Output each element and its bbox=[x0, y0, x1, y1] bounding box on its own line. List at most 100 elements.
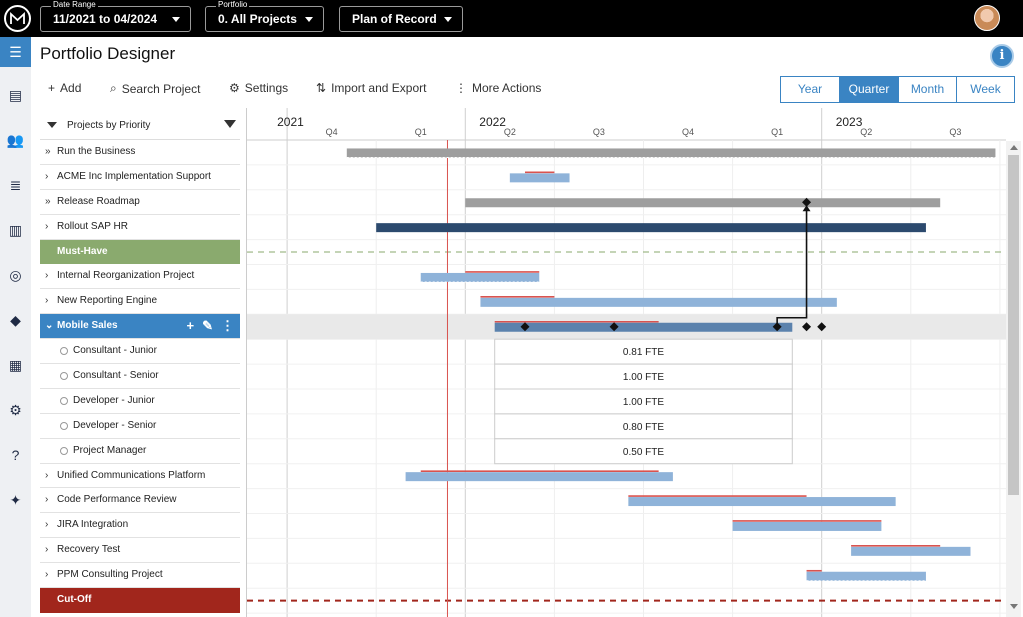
caret-down-icon[interactable] bbox=[47, 122, 57, 128]
milestone-diamond[interactable] bbox=[609, 322, 619, 332]
portfolio-dropdown[interactable]: Portfolio 0. All Projects bbox=[205, 0, 324, 32]
gantt-bar[interactable] bbox=[480, 297, 837, 307]
search-project-button[interactable]: ⌕ Search Project bbox=[110, 81, 200, 96]
chevron-right-icon[interactable]: › bbox=[45, 295, 49, 307]
priority-band[interactable]: Must-Have bbox=[40, 239, 240, 265]
settings-button[interactable]: ⚙ Settings bbox=[229, 81, 288, 95]
double-chevron-right-icon[interactable]: » bbox=[45, 195, 51, 207]
fte-cell[interactable] bbox=[494, 388, 793, 415]
gantt-bar[interactable] bbox=[509, 173, 570, 183]
list-header[interactable]: Projects by Priority bbox=[40, 112, 240, 140]
chevron-right-icon[interactable]: › bbox=[45, 494, 49, 506]
chevron-down-icon[interactable]: ⌄ bbox=[45, 320, 54, 332]
scroll-down-icon[interactable] bbox=[1010, 604, 1018, 609]
row-label: Internal Reorganization Project bbox=[57, 270, 195, 282]
fte-value: 1.00 FTE bbox=[623, 372, 664, 383]
add-button[interactable]: + Add bbox=[48, 81, 81, 95]
more-actions-button[interactable]: ⋮ More Actions bbox=[455, 81, 541, 95]
direction-icon[interactable]: ◆ bbox=[10, 311, 21, 328]
logo[interactable] bbox=[4, 5, 31, 32]
chevron-right-icon[interactable]: › bbox=[45, 170, 49, 182]
gantt-bar[interactable] bbox=[420, 272, 540, 282]
document-icon[interactable]: ▦ bbox=[8, 356, 23, 373]
milestone-diamond[interactable] bbox=[802, 322, 812, 332]
resource-row[interactable]: Developer - Senior bbox=[40, 414, 240, 439]
plus-icon[interactable]: + bbox=[186, 318, 195, 334]
chevron-right-icon[interactable]: › bbox=[45, 519, 49, 531]
people-icon[interactable]: 👥 bbox=[6, 131, 25, 148]
gantt-bar[interactable] bbox=[494, 322, 793, 332]
milestone-diamond[interactable] bbox=[520, 322, 530, 332]
list-icon[interactable]: ≣ bbox=[9, 176, 22, 193]
milestone-diamond[interactable] bbox=[802, 197, 812, 207]
chevron-right-icon[interactable]: › bbox=[45, 469, 49, 481]
gantt-bar[interactable] bbox=[806, 571, 926, 581]
date-range-dropdown[interactable]: Date Range 11/2021 to 04/2024 bbox=[40, 0, 191, 32]
gear-icon[interactable]: ⚙ bbox=[9, 401, 22, 418]
compass-icon[interactable]: ✦ bbox=[9, 491, 22, 508]
list-item[interactable]: ⌄ Mobile Sales + ✎ ⋮ bbox=[40, 314, 240, 340]
pencil-icon[interactable]: ✎ bbox=[202, 318, 213, 334]
scroll-thumb[interactable] bbox=[1008, 155, 1019, 495]
list-item[interactable]: › PPM Consulting Project bbox=[40, 563, 240, 589]
filter-icon[interactable] bbox=[224, 120, 236, 128]
plan-dropdown[interactable]: Plan of Record bbox=[339, 6, 463, 32]
help-icon[interactable]: ? bbox=[11, 447, 20, 463]
chevron-down-icon bbox=[172, 17, 180, 22]
import-export-button[interactable]: ⇅ Import and Export bbox=[316, 81, 426, 95]
resource-card-icon[interactable]: ▤ bbox=[8, 86, 23, 103]
resource-row[interactable]: Consultant - Senior bbox=[40, 364, 240, 389]
menu-icon[interactable]: ☰ bbox=[0, 37, 31, 67]
fte-value: 0.50 FTE bbox=[623, 447, 664, 458]
list-item[interactable]: › Internal Reorganization Project bbox=[40, 264, 240, 290]
gantt-bar[interactable] bbox=[465, 198, 941, 208]
tab-month[interactable]: Month bbox=[898, 77, 956, 102]
gantt-bar[interactable] bbox=[346, 148, 996, 158]
info-icon[interactable]: i bbox=[990, 44, 1014, 68]
row-label: Rollout SAP HR bbox=[57, 220, 128, 232]
fte-cell[interactable] bbox=[494, 363, 793, 390]
fte-cell[interactable] bbox=[494, 413, 793, 440]
gantt-bar[interactable] bbox=[628, 497, 896, 507]
columns-icon[interactable]: ▥ bbox=[8, 221, 23, 238]
more-vertical-icon[interactable]: ⋮ bbox=[221, 318, 234, 334]
person-icon bbox=[60, 421, 68, 430]
gantt-bar[interactable] bbox=[405, 472, 673, 482]
resource-row[interactable]: Project Manager bbox=[40, 439, 240, 464]
vertical-scrollbar[interactable] bbox=[1006, 141, 1021, 617]
list-item[interactable]: › JIRA Integration bbox=[40, 513, 240, 539]
list-item[interactable]: » Release Roadmap bbox=[40, 190, 240, 215]
gantt-bar[interactable] bbox=[376, 223, 926, 233]
chevron-right-icon[interactable]: › bbox=[45, 544, 49, 556]
double-chevron-right-icon[interactable]: » bbox=[45, 146, 51, 157]
splitter[interactable] bbox=[246, 108, 247, 617]
resource-row[interactable]: Developer - Junior bbox=[40, 389, 240, 414]
gantt-bar[interactable] bbox=[851, 546, 971, 556]
row-label: Consultant - Junior bbox=[73, 345, 157, 357]
tab-year[interactable]: Year bbox=[797, 82, 823, 96]
priority-band[interactable]: Cut-Off bbox=[40, 588, 240, 613]
gantt-bar[interactable] bbox=[732, 521, 882, 531]
chevron-right-icon[interactable]: › bbox=[45, 569, 49, 581]
fte-cell[interactable] bbox=[494, 338, 793, 365]
chevron-right-icon[interactable]: › bbox=[45, 220, 49, 232]
chevron-down-icon bbox=[305, 17, 313, 22]
scroll-up-icon[interactable] bbox=[1010, 145, 1018, 150]
list-item[interactable]: › Code Performance Review bbox=[40, 488, 240, 514]
row-label: Mobile Sales bbox=[57, 320, 118, 332]
list-item[interactable]: › Recovery Test bbox=[40, 538, 240, 564]
list-item[interactable]: › Unified Communications Platform bbox=[40, 464, 240, 489]
chevron-right-icon[interactable]: › bbox=[45, 270, 49, 282]
list-item[interactable]: › New Reporting Engine bbox=[40, 289, 240, 315]
list-item[interactable]: » Run the Business bbox=[40, 140, 240, 165]
list-item[interactable]: › Rollout SAP HR bbox=[40, 215, 240, 240]
avatar[interactable] bbox=[974, 5, 1000, 31]
tab-week[interactable]: Week bbox=[956, 77, 1014, 102]
fte-cell[interactable] bbox=[494, 438, 793, 465]
resource-row[interactable]: Consultant - Junior bbox=[40, 339, 240, 365]
tab-quarter[interactable]: Quarter bbox=[839, 77, 898, 102]
target-icon[interactable]: ◎ bbox=[9, 266, 22, 283]
list-item[interactable]: › ACME Inc Implementation Support bbox=[40, 165, 240, 190]
milestone-diamond[interactable] bbox=[772, 322, 782, 332]
milestone-diamond[interactable] bbox=[817, 322, 827, 332]
